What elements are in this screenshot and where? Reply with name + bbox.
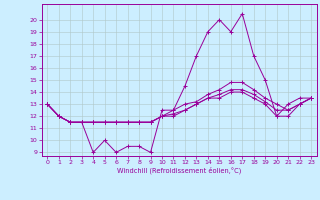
X-axis label: Windchill (Refroidissement éolien,°C): Windchill (Refroidissement éolien,°C) [117, 167, 241, 174]
